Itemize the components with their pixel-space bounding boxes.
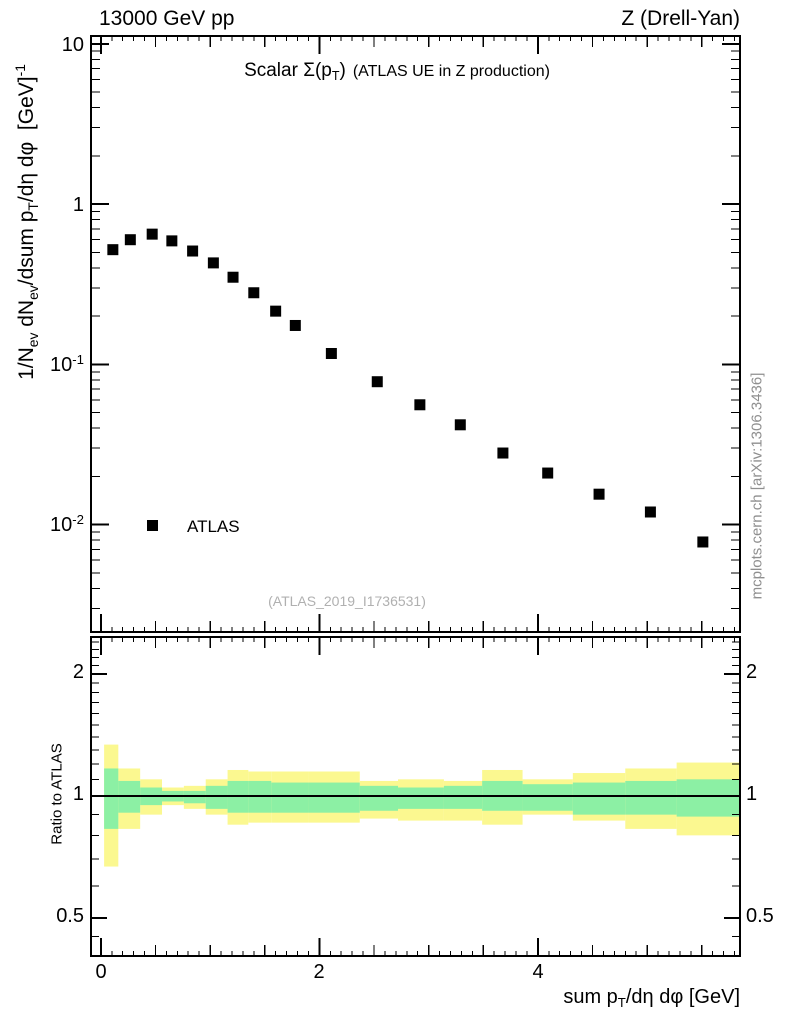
data-point-marker [107,244,119,256]
uncertainty-band-inner [443,785,483,809]
uncertainty-band-inner [359,785,399,811]
data-point-marker [187,245,199,257]
process-label: Z (Drell-Yan) [621,7,740,30]
data-point-marker [644,506,656,518]
plot-title-main: Scalar Σ(pT) [244,60,346,84]
ratio-uncertainty-bands [104,744,740,867]
ratio-tick-label-right-2: 2 [746,661,758,683]
data-series-atlas [107,228,709,548]
data-point-marker [697,536,709,548]
uncertainty-band-inner [271,782,309,813]
data-point-marker [248,287,260,299]
data-point-marker [454,419,466,431]
y-axis-title-main: 1/Nev dNev/dsum pT/dη dφ [GeV]-1 [12,64,41,380]
y-tick-label-1e-1: 10-1 [50,351,84,376]
ratio-tick-label-right-0p5: 0.5 [746,905,774,927]
uncertainty-band-inner [205,785,228,809]
mcplots-side-note: mcplots.cern.ch [arXiv:1306.3436] [748,372,766,600]
data-point-marker [227,271,239,283]
uncertainty-band-inner [676,779,740,817]
data-point-marker [166,235,178,247]
data-point-marker [593,488,605,500]
uncertainty-band-inner [625,780,677,815]
data-point-marker [371,376,383,388]
data-point-marker [497,447,509,459]
y-tick-label-10: 10 [61,34,84,56]
legend-label: ATLAS [187,517,240,536]
data-point-marker [207,257,219,269]
legend-marker-square [147,520,158,531]
main-panel-frame [90,35,741,633]
data-point-marker [124,234,136,246]
analysis-watermark: (ATLAS_2019_I1736531) [268,593,426,609]
uncertainty-band-inner [308,782,360,813]
ratio-tick-label-left-0p5: 0.5 [56,905,84,927]
ratio-tick-label-left-2: 2 [72,661,84,683]
ratio-tick-label-left-1: 1 [72,783,84,805]
x-tick-label-0: 0 [95,961,107,983]
uncertainty-band-inner [572,782,626,815]
data-point-marker [414,399,426,411]
beam-energy-label: 13000 GeV pp [99,7,235,30]
uncertainty-band-inner [104,768,119,829]
data-point-marker [146,228,158,240]
y-tick-label-1e-2: 10-2 [50,511,84,536]
plot-title: Scalar Σ(pT) (ATLAS UE in Z production) [91,60,703,84]
ratio-tick-label-right-1: 1 [746,783,758,805]
data-point-marker [289,319,301,331]
uncertainty-band-inner [522,784,573,811]
x-axis-title: sum pT/dη dφ [GeV] [563,986,740,1011]
data-point-marker [270,305,282,317]
y-tick-label-1: 1 [72,194,84,216]
data-point-marker [542,467,554,479]
x-tick-label-4: 4 [532,961,544,983]
data-point-marker [325,347,337,359]
uncertainty-band-inner [398,787,444,809]
x-tick-label-2: 2 [313,961,325,983]
plot-title-note: (ATLAS UE in Z production) [352,63,550,80]
